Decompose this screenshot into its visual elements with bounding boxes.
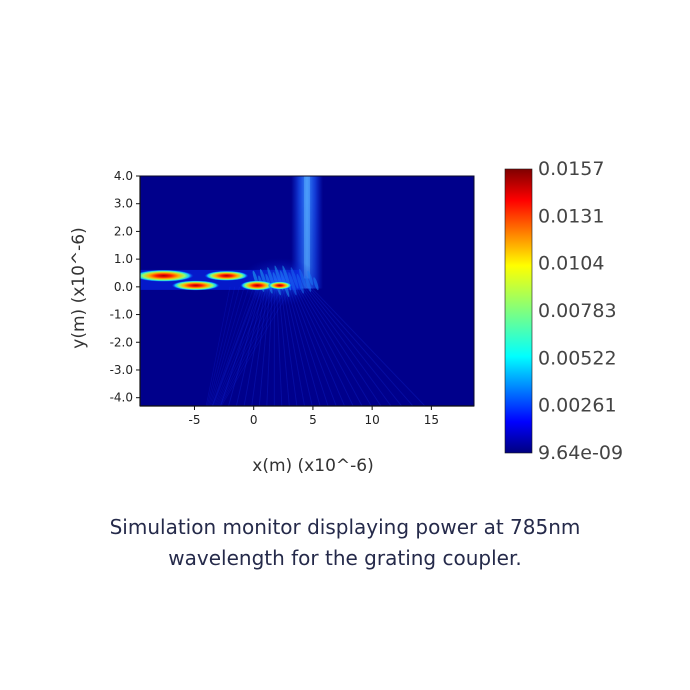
- mode-lobe: [171, 280, 220, 291]
- colorbar-tick-label: 0.0131: [538, 205, 604, 227]
- diffraction-streak: [293, 286, 346, 406]
- y-tick-label: 2.0: [114, 224, 133, 238]
- diffraction-streak: [205, 286, 231, 406]
- diffraction-streak: [278, 286, 290, 406]
- figure-caption: Simulation monitor displaying power at 7…: [0, 512, 690, 574]
- mode-lobe: [140, 269, 194, 282]
- y-tick-label: 4.0: [114, 169, 133, 183]
- mode-lobe: [240, 280, 275, 291]
- diffraction-streak: [308, 286, 414, 406]
- diffraction-streak: [282, 286, 305, 406]
- colorbar-tick-label: 0.0157: [538, 158, 604, 180]
- y-tick-label: -4.0: [110, 391, 133, 405]
- y-tick-label: 3.0: [114, 197, 133, 211]
- diffraction-streak: [220, 286, 292, 406]
- x-tick-label: -5: [188, 413, 200, 427]
- mode-lobe: [204, 270, 249, 281]
- x-axis: -5 0 5 10 15: [140, 405, 474, 427]
- diffraction-streak: [213, 286, 264, 406]
- diffraction-streak: [235, 286, 265, 406]
- diffraction-streak: [220, 286, 260, 406]
- diffraction-streak: [219, 286, 288, 406]
- diffraction-streak: [301, 286, 382, 406]
- y-axis-label: y(m) (x10^-6): [69, 227, 89, 348]
- diffraction-streak: [275, 286, 283, 406]
- diffraction-streak: [206, 286, 236, 406]
- diffraction-streak: [215, 286, 269, 406]
- diffraction-streak: [284, 286, 313, 406]
- diffraction-streak: [280, 286, 298, 406]
- y-tick-label: 1.0: [114, 252, 133, 266]
- diffraction-streak: [228, 286, 262, 406]
- diffraction-streak: [266, 286, 273, 406]
- diffraction-streak: [211, 286, 258, 406]
- diffraction-streak: [211, 286, 255, 406]
- diffraction-streak: [288, 286, 329, 406]
- x-tick-label: 0: [250, 413, 258, 427]
- colorbar-tick-label: 0.00783: [538, 300, 617, 322]
- diffraction-streak: [208, 286, 240, 406]
- diffraction-streak: [299, 286, 372, 406]
- figure: 4.0 3.0 2.0 1.0 0.0 -1.0 -2.0 -3.0 -4.0 -5 0 5 10 15…: [69, 158, 623, 476]
- y-tick-label: 0.0: [114, 280, 133, 294]
- caption-line-1: Simulation monitor displaying power at 7…: [109, 515, 581, 539]
- diffraction-streak: [209, 286, 245, 406]
- diffraction-streak: [290, 286, 337, 406]
- x-tick-label: 10: [365, 413, 380, 427]
- colorbar-tick-label: 0.00522: [538, 347, 617, 369]
- y-axis: 4.0 3.0 2.0 1.0 0.0 -1.0 -2.0 -3.0 -4.0: [110, 169, 141, 406]
- y-tick-label: -1.0: [110, 308, 133, 322]
- x-axis-label: x(m) (x10^-6): [252, 456, 373, 476]
- y-tick-label: -3.0: [110, 363, 133, 377]
- x-tick-label: 5: [309, 413, 317, 427]
- mode-lobe: [267, 281, 292, 290]
- diffraction-streak: [305, 286, 403, 406]
- diffracted-beam-core: [304, 176, 310, 279]
- diffraction-streak: [216, 286, 274, 406]
- diffraction-streak: [210, 286, 250, 406]
- colorbar-tick-label: 0.00261: [538, 395, 617, 417]
- colorbar-tick-label: 9.64e-09: [538, 442, 623, 464]
- diffraction-streak: [212, 286, 259, 406]
- diffraction-streak: [303, 286, 392, 406]
- diffraction-streak: [218, 286, 283, 406]
- x-tick-label: 15: [424, 413, 439, 427]
- field-features: [140, 176, 426, 406]
- caption-line-2: wavelength for the grating coupler.: [168, 546, 522, 570]
- diffraction-streak: [217, 286, 278, 406]
- diffraction-streak: [286, 286, 321, 406]
- diffraction-streak: [297, 286, 363, 406]
- diffraction-streak: [295, 286, 354, 406]
- diffraction-streak: [243, 286, 267, 406]
- y-tick-label: -2.0: [110, 335, 133, 349]
- diffraction-streak: [251, 286, 269, 406]
- colorbar-labels: 0.0157 0.0131 0.0104 0.00783 0.00522 0.00261 9…: [538, 158, 623, 464]
- colorbar: [504, 168, 533, 454]
- colorbar-tick-label: 0.0104: [538, 253, 604, 275]
- heatmap-plot: [140, 176, 474, 406]
- diffraction-streak: [258, 286, 271, 406]
- diffraction-streak: [310, 286, 426, 406]
